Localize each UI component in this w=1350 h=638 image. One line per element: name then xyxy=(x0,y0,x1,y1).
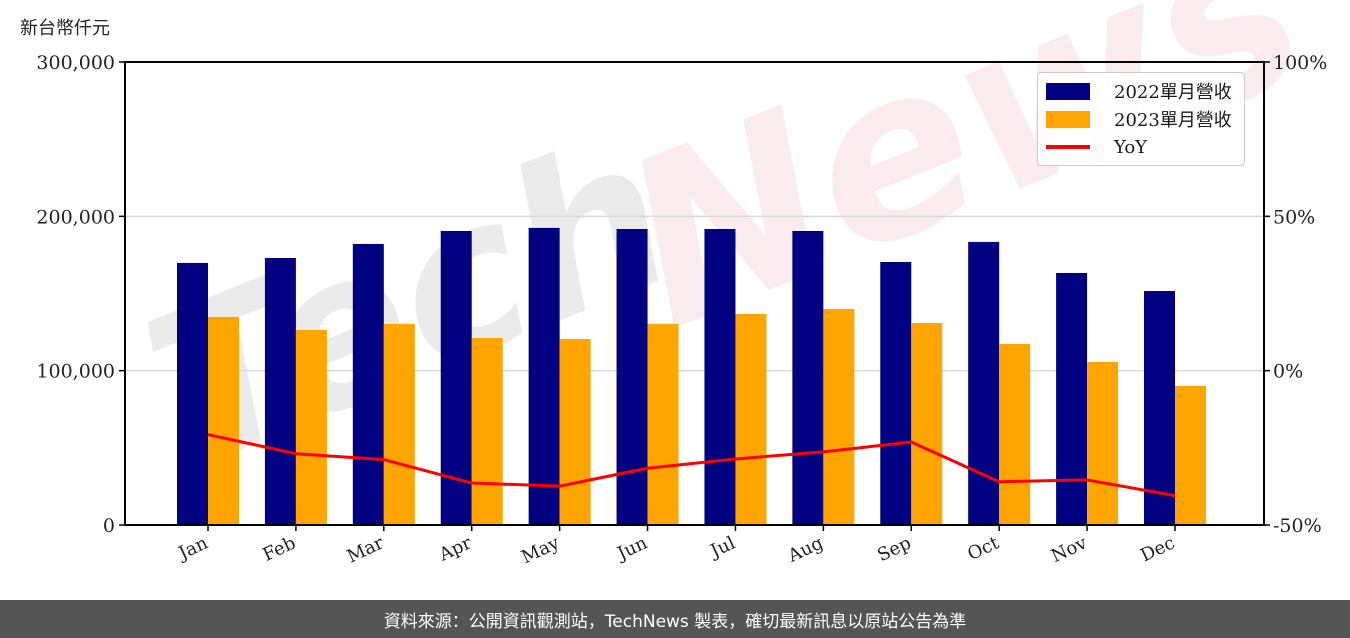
bar-2022-sep xyxy=(880,262,912,525)
unit-label: 新台幣仟元 xyxy=(20,18,110,39)
x-tick-label-apr: Apr xyxy=(435,532,475,566)
legend-label-2022: 2022單月營收 xyxy=(1114,82,1232,103)
footer-source-note: 資料來源：公開資訊觀測站，TechNews 製表，確切最新訊息以原站公告為準 xyxy=(0,600,1350,638)
yoy-polyline xyxy=(207,433,1176,498)
bar-2023-aug xyxy=(823,308,855,525)
y2-tick-label: -50% xyxy=(1273,515,1322,537)
bar-2023-sep xyxy=(911,322,943,525)
legend-item-2022: 2022單月營收 xyxy=(1038,77,1244,105)
bar-2022-nov xyxy=(1056,272,1088,525)
x-tick-label-aug: Aug xyxy=(784,532,827,567)
bar-2022-oct xyxy=(968,241,1000,525)
bar-2023-mar xyxy=(383,323,415,525)
y-tick-label: 300,000 xyxy=(36,52,115,74)
bar-2023-apr xyxy=(471,337,503,525)
bar-2022-jun xyxy=(616,228,648,526)
x-tick-label-jul: Jul xyxy=(706,532,739,562)
y-tick-label: 0 xyxy=(103,515,115,537)
bar-2022-aug xyxy=(792,230,824,525)
legend-label-yoy: YoY xyxy=(1114,136,1148,158)
bar-2023-feb xyxy=(295,329,327,525)
y2-tick-label: 100% xyxy=(1273,52,1327,74)
x-tick-label-mar: Mar xyxy=(344,532,387,567)
plot-frame xyxy=(124,61,1265,526)
legend-swatch-2022 xyxy=(1046,82,1090,100)
bars xyxy=(177,227,1206,526)
bar-2023-jan xyxy=(208,316,239,525)
x-tick-label-oct: Oct xyxy=(964,532,1003,565)
bar-2023-may xyxy=(559,339,591,525)
x-tick-label-jan: Jan xyxy=(174,532,212,565)
legend-item-yoy: YoY xyxy=(1038,133,1244,161)
bar-2023-nov xyxy=(1087,362,1119,525)
legend-line-yoy xyxy=(1046,145,1090,149)
x-tick-label-sep: Sep xyxy=(874,532,914,566)
yoy-line xyxy=(207,433,1176,498)
bar-2022-jan xyxy=(177,262,208,525)
legend-item-2023: 2023單月營收 xyxy=(1038,105,1244,133)
bar-2023-dec xyxy=(1175,385,1206,525)
bar-2022-dec xyxy=(1144,291,1175,525)
x-tick-label-dec: Dec xyxy=(1137,532,1178,566)
legend-swatch-2023 xyxy=(1046,110,1090,128)
legend-label-2023: 2023單月營收 xyxy=(1114,110,1232,131)
bar-2023-oct xyxy=(999,343,1031,525)
bar-2022-feb xyxy=(264,258,296,525)
x-tick-label-jun: Jun xyxy=(612,532,651,565)
bar-2023-jul xyxy=(735,314,767,525)
x-tick-label-may: May xyxy=(518,532,563,568)
bar-2022-may xyxy=(528,227,560,526)
bar-2023-jun xyxy=(647,323,679,525)
y2-tick-label: 0% xyxy=(1273,361,1303,383)
bar-2022-mar xyxy=(352,243,384,526)
revenue-chart: TechNews 0100,000200,000300,000-50%0%50%… xyxy=(36,0,1338,568)
footer-text: 資料來源：公開資訊觀測站，TechNews 製表，確切最新訊息以原站公告為準 xyxy=(383,611,967,632)
y2-tick-label: 50% xyxy=(1273,206,1315,228)
watermark-text-news: News xyxy=(591,0,1338,381)
x-tick-label-nov: Nov xyxy=(1048,532,1091,567)
y-tick-label: 200,000 xyxy=(36,206,115,228)
y-tick-label: 100,000 xyxy=(36,361,115,383)
bar-2022-jul xyxy=(704,228,736,526)
x-tick-label-feb: Feb xyxy=(260,532,299,565)
legend: 2022單月營收 2023單月營收 YoY xyxy=(1037,72,1245,166)
